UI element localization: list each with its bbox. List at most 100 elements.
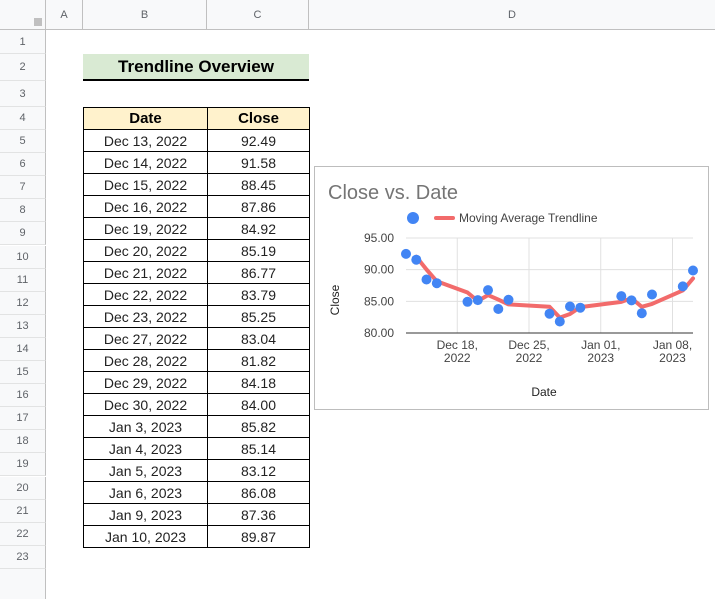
x-tick-label-0: Dec 18, (437, 338, 478, 352)
date-cell[interactable]: Dec 16, 2022 (83, 195, 208, 218)
row-header-8[interactable]: 8 (0, 199, 46, 223)
date-cell[interactable]: Dec 21, 2022 (83, 261, 208, 284)
row-header-18[interactable]: 18 (0, 430, 46, 454)
row-header-23[interactable]: 23 (0, 545, 46, 569)
data-point-6 (483, 285, 493, 296)
data-point-1 (411, 254, 422, 265)
x-tick-year-label-0: 2022 (444, 351, 471, 365)
row-header-22[interactable]: 22 (0, 522, 46, 546)
data-point-2 (421, 274, 432, 285)
data-point-13 (616, 291, 627, 302)
close-cell[interactable]: 85.19 (207, 239, 310, 262)
data-point-7 (493, 304, 504, 314)
table-row: Jan 4, 2023 85.14 (83, 437, 310, 460)
row-header-21[interactable]: 21 (0, 499, 46, 523)
table-row: Dec 28, 2022 81.82 (83, 349, 310, 372)
close-cell[interactable]: 85.14 (207, 437, 310, 460)
date-cell[interactable]: Dec 22, 2022 (83, 283, 208, 306)
chart-title: Close vs. Date (328, 182, 458, 204)
legend-trendline-label: Moving Average Trendline (459, 211, 598, 225)
date-cell[interactable]: Dec 28, 2022 (83, 349, 208, 372)
row-header-12[interactable]: 12 (0, 291, 46, 315)
close-cell[interactable]: 89.87 (207, 525, 310, 548)
close-cell[interactable]: 91.58 (207, 151, 310, 174)
close-cell[interactable]: 83.04 (207, 327, 310, 350)
column-header-d[interactable]: D (309, 0, 715, 30)
row-header-19[interactable]: 19 (0, 453, 46, 477)
scatter-chart[interactable]: Close vs. Date Moving Average Trendline 80… (314, 166, 709, 410)
date-cell[interactable]: Dec 20, 2022 (83, 239, 208, 262)
table-row: Dec 27, 2022 83.04 (83, 327, 310, 350)
x-tick-label-1: Dec 25, (508, 338, 549, 352)
row-header-13[interactable]: 13 (0, 314, 46, 338)
column-header-b[interactable]: B (83, 0, 207, 30)
date-cell[interactable]: Dec 27, 2022 (83, 327, 208, 350)
close-cell[interactable]: 84.18 (207, 371, 310, 394)
header-close[interactable]: Close (207, 107, 310, 130)
x-tick-label-2: Jan 01, (581, 338, 620, 352)
date-cell[interactable]: Jan 10, 2023 (83, 525, 208, 548)
row-header-4[interactable]: 4 (0, 107, 46, 130)
row-header-7[interactable]: 7 (0, 176, 46, 200)
row-header-20[interactable]: 20 (0, 476, 46, 500)
data-point-0 (401, 248, 411, 259)
close-cell[interactable]: 88.45 (207, 173, 310, 196)
header-date[interactable]: Date (83, 107, 208, 130)
row-header-2[interactable]: 2 (0, 54, 46, 81)
date-cell[interactable]: Jan 6, 2023 (83, 481, 208, 504)
date-cell[interactable]: Dec 15, 2022 (83, 173, 208, 196)
select-all-corner[interactable] (0, 0, 46, 30)
date-cell[interactable]: Dec 14, 2022 (83, 151, 208, 174)
date-cell[interactable]: Jan 5, 2023 (83, 459, 208, 482)
date-cell[interactable]: Jan 3, 2023 (83, 415, 208, 438)
date-cell[interactable]: Dec 23, 2022 (83, 305, 208, 328)
data-point-9 (544, 308, 555, 319)
table-row: Dec 15, 2022 88.45 (83, 173, 310, 196)
moving-average-trendline (414, 254, 695, 320)
date-cell[interactable]: Jan 4, 2023 (83, 437, 208, 460)
row-header-16[interactable]: 16 (0, 384, 46, 408)
close-cell[interactable]: 85.25 (207, 305, 310, 328)
row-header-3[interactable]: 3 (0, 81, 46, 107)
row-header-5[interactable]: 5 (0, 130, 46, 154)
date-cell[interactable]: Dec 30, 2022 (83, 393, 208, 416)
close-cell[interactable]: 92.49 (207, 129, 310, 152)
close-cell[interactable]: 84.92 (207, 217, 310, 240)
date-cell[interactable]: Dec 13, 2022 (83, 129, 208, 152)
row-header-10[interactable]: 10 (0, 245, 46, 269)
date-cell[interactable]: Jan 9, 2023 (83, 503, 208, 526)
table-header-row: Date Close (83, 107, 310, 130)
close-cell[interactable]: 87.86 (207, 195, 310, 218)
close-cell[interactable]: 83.12 (207, 459, 310, 482)
column-header-c[interactable]: C (207, 0, 309, 30)
row-header-14[interactable]: 14 (0, 337, 46, 361)
x-tick-label-3: Jan 08, (653, 338, 692, 352)
table-row: Dec 16, 2022 87.86 (83, 195, 310, 218)
close-cell[interactable]: 86.77 (207, 261, 310, 284)
row-header-17[interactable]: 17 (0, 407, 46, 431)
data-table: Date Close Dec 13, 2022 92.49 Dec 14, 2022… (83, 107, 310, 548)
row-header-1[interactable]: 1 (0, 30, 46, 54)
close-cell[interactable]: 81.82 (207, 349, 310, 372)
close-cell[interactable]: 86.08 (207, 481, 310, 504)
table-row: Dec 13, 2022 92.49 (83, 129, 310, 152)
data-point-16 (647, 289, 657, 300)
date-cell[interactable]: Dec 29, 2022 (83, 371, 208, 394)
row-header-filler (0, 568, 46, 599)
table-row: Dec 20, 2022 85.19 (83, 239, 310, 262)
close-cell[interactable]: 84.00 (207, 393, 310, 416)
data-point-5 (472, 295, 483, 306)
table-row: Jan 3, 2023 85.82 (83, 415, 310, 438)
date-cell[interactable]: Dec 19, 2022 (83, 217, 208, 240)
row-header-11[interactable]: 11 (0, 268, 46, 292)
row-header-15[interactable]: 15 (0, 361, 46, 385)
close-cell[interactable]: 83.79 (207, 283, 310, 306)
close-cell[interactable]: 85.82 (207, 415, 310, 438)
close-cell[interactable]: 87.36 (207, 503, 310, 526)
column-header-a[interactable]: A (46, 0, 83, 30)
row-header-9[interactable]: 9 (0, 222, 46, 246)
row-header-6[interactable]: 6 (0, 153, 46, 177)
x-tick-year-label-1: 2022 (516, 351, 543, 365)
data-point-12 (575, 302, 586, 313)
data-point-4 (462, 296, 473, 307)
